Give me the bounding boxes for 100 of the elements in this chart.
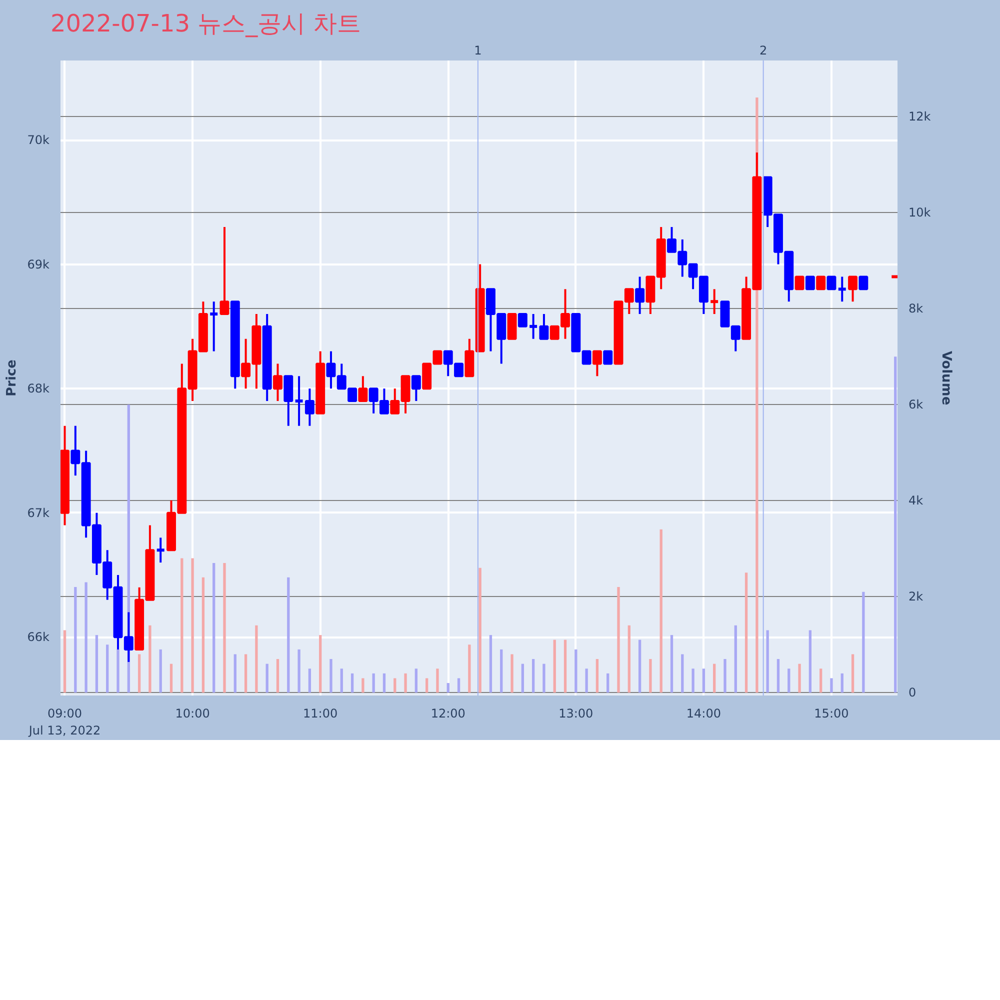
bar <box>255 625 258 693</box>
bar <box>436 668 439 693</box>
bar <box>478 568 482 693</box>
bar <box>510 654 514 693</box>
bar <box>553 640 556 693</box>
bar <box>542 664 546 693</box>
bar <box>862 592 865 693</box>
bar <box>234 654 236 693</box>
bar <box>585 668 588 693</box>
x-tick-label: 10:00 <box>175 706 210 720</box>
candlestick <box>220 226 230 316</box>
candlestick <box>816 276 826 290</box>
bar <box>159 649 162 693</box>
bar <box>564 640 567 693</box>
x-tick-label: 11:00 <box>303 706 338 720</box>
bar <box>330 659 332 693</box>
bar <box>457 678 460 693</box>
bar <box>744 572 748 693</box>
y2-tick-label: 4k <box>908 494 924 508</box>
y2-tick-label: 8k <box>908 302 924 316</box>
bar <box>468 644 471 693</box>
candlestick <box>805 276 815 290</box>
bar <box>95 635 98 693</box>
bar <box>63 630 66 693</box>
chart-title: 2022-07-13 뉴스_공시 차트 <box>50 10 362 38</box>
bar <box>266 664 268 693</box>
bar <box>276 659 280 693</box>
y-tick-label: 66k <box>27 630 50 644</box>
bar <box>308 668 312 693</box>
candlestick <box>539 313 549 340</box>
x-tick-label: 09:00 Jul 13, 2022 <box>28 706 101 738</box>
bar <box>724 659 726 693</box>
bar <box>670 635 674 693</box>
bar <box>840 673 844 693</box>
bar <box>340 668 343 693</box>
bar <box>532 659 535 693</box>
candlestick <box>358 375 368 402</box>
bar <box>649 659 652 693</box>
bar <box>574 649 578 693</box>
bar <box>776 659 780 693</box>
bar <box>734 625 737 693</box>
candlestick <box>848 276 858 303</box>
bar <box>191 558 194 693</box>
candlestick <box>794 276 804 290</box>
bar <box>521 664 524 693</box>
bar <box>319 635 322 693</box>
y-tick-label: 69k <box>27 257 50 272</box>
bar <box>414 668 418 693</box>
y-tick-label: 67k <box>27 506 50 520</box>
candlestick <box>273 362 282 402</box>
candlestick <box>592 350 602 378</box>
bar <box>170 664 173 693</box>
bar <box>244 654 248 693</box>
bar <box>394 678 396 693</box>
candlestick <box>411 375 421 402</box>
ref-line-label: 2 <box>760 44 768 58</box>
x-tick-label: 13:00 <box>558 706 594 720</box>
y2-tick-label: 2k <box>908 590 924 604</box>
bar <box>628 625 630 693</box>
ref-line-label: 1 <box>474 44 482 58</box>
x-tick-label: 15:00 <box>814 706 849 720</box>
bar <box>681 654 684 693</box>
y-tick-label: 68k <box>27 382 50 396</box>
y-axis-title: Price <box>4 359 20 396</box>
x-tick-label: 14:00 <box>686 706 721 720</box>
bar <box>500 649 503 693</box>
candlestick <box>826 276 836 290</box>
bar <box>425 678 428 693</box>
bar <box>702 668 706 693</box>
bar <box>287 577 290 693</box>
candlestick <box>635 276 645 316</box>
y-tick-label: 70k <box>27 133 50 148</box>
bar <box>404 673 407 693</box>
bar <box>362 678 364 693</box>
candlestick <box>603 350 613 365</box>
bar <box>617 587 620 693</box>
bar <box>372 673 375 693</box>
bar <box>766 630 769 693</box>
bar <box>638 640 642 693</box>
bar <box>148 625 152 693</box>
y2-axis-title: Volume <box>938 350 954 406</box>
bar <box>106 644 109 693</box>
bar <box>446 683 450 693</box>
bar <box>851 654 854 693</box>
bar <box>808 630 812 693</box>
bar <box>382 673 386 693</box>
bar <box>74 587 77 693</box>
bar <box>660 529 662 693</box>
bar <box>180 558 184 693</box>
bar <box>212 563 216 693</box>
bar <box>894 356 897 693</box>
y2-tick-label: 0 <box>908 686 916 700</box>
bar <box>298 649 300 693</box>
y2-tick-label: 10k <box>908 206 931 220</box>
bar <box>223 563 226 693</box>
bar <box>202 577 205 693</box>
candlestick <box>304 388 314 427</box>
bar <box>788 668 790 693</box>
bar <box>350 673 354 693</box>
bar <box>798 664 801 693</box>
